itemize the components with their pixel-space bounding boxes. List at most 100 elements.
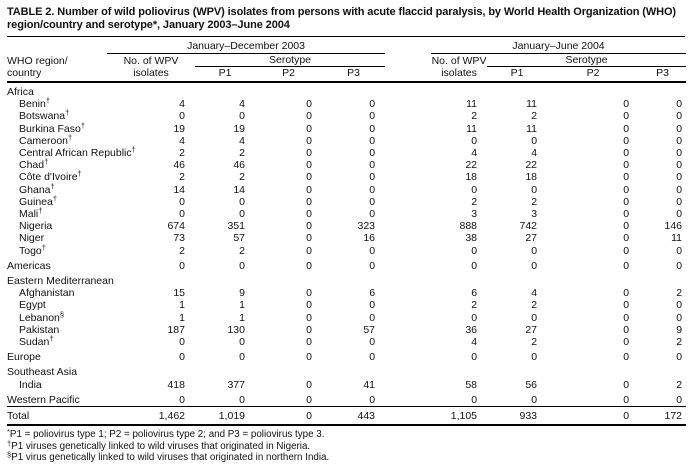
spacer-cell — [385, 39, 431, 54]
value-cell: 0 — [239, 195, 245, 208]
row-label: Côte d'Ivoire† — [19, 169, 82, 184]
value-cell: 0 — [676, 195, 683, 208]
spacer-cell — [385, 98, 431, 110]
value-cell: 0 — [239, 259, 245, 272]
wpv-isolates-table: January–December 2003 January–June 2004 … — [7, 39, 687, 427]
value-cell: 0 — [623, 393, 630, 406]
value-cell: 0 — [676, 393, 683, 406]
value-cell: 0 — [369, 336, 376, 349]
value-cell: 2 — [239, 244, 245, 257]
value-cell: 9 — [239, 287, 245, 300]
spacer-cell — [385, 147, 431, 159]
value-cell: 0 — [676, 147, 683, 160]
value-cell: 0 — [306, 323, 312, 336]
value-cell — [431, 272, 487, 287]
value-cell: 0 — [676, 311, 683, 324]
value-cell: 0 — [306, 183, 312, 196]
value-cell: 0 — [676, 183, 683, 196]
value-cell — [195, 363, 255, 378]
value-cell: 0 — [306, 393, 312, 406]
value-cell: 0 — [623, 259, 630, 272]
table-row: India 418 377 0 41 58 56 0 2 — [7, 379, 686, 391]
footnote-marker-ref: † — [52, 193, 58, 203]
spacer-cell — [385, 391, 431, 407]
value-cell: 0 — [369, 147, 376, 160]
value-cell: 0 — [531, 351, 538, 364]
value-cell — [107, 82, 195, 98]
value-cell: 57 — [233, 232, 245, 245]
spacer-cell — [385, 232, 431, 244]
spacer-cell — [385, 324, 431, 336]
value-cell — [195, 82, 255, 98]
value-cell: 0 — [239, 393, 245, 406]
group-2004-label: January–June 2004 — [431, 39, 687, 54]
value-cell: 0 — [676, 134, 683, 147]
no-wpv-2003-line1: No. of WPV — [123, 54, 179, 67]
value-cell: 4 — [239, 134, 245, 147]
value-cell — [322, 363, 385, 378]
value-cell: 0 — [369, 122, 376, 135]
footnote-marker-ref: † — [68, 132, 73, 142]
table-header: January–December 2003 January–June 2004 … — [7, 39, 687, 83]
value-cell: 6 — [471, 287, 478, 300]
value-cell: 0 — [623, 110, 630, 123]
value-cell: 41 — [363, 378, 376, 391]
value-cell: 14 — [233, 183, 245, 196]
table-row: Lebanon§ 1 1 0 0 0 0 0 0 — [7, 310, 686, 324]
value-cell: 46 — [233, 159, 245, 172]
value-cell: 6 — [369, 287, 376, 300]
table-row: Ghana† 14 14 0 0 0 0 0 0 — [7, 182, 686, 196]
footnote-text: P1 = poliovirus type 1; P2 = poliovirus … — [9, 429, 325, 441]
value-cell: 0 — [369, 259, 376, 272]
spacer-cell — [385, 184, 431, 196]
value-cell: 0 — [179, 393, 185, 406]
value-cell: 0 — [239, 336, 245, 349]
value-cell: 377 — [227, 378, 245, 391]
value-cell — [639, 82, 686, 98]
spacer-cell — [385, 363, 431, 378]
value-cell: 0 — [369, 171, 376, 184]
table-row: Southeast Asia — [7, 363, 686, 378]
table-body: Africa Benin† 4 4 0 0 11 11 0 0 Botswana… — [7, 82, 687, 427]
value-cell: 0 — [623, 336, 630, 349]
value-cell: 0 — [623, 351, 630, 364]
value-cell: 0 — [306, 147, 312, 160]
spacer-cell — [385, 287, 431, 299]
value-cell: 0 — [369, 244, 376, 257]
value-cell: 0 — [179, 195, 185, 208]
value-cell: 0 — [623, 244, 630, 257]
row-label: Sudan† — [19, 334, 54, 349]
value-cell: 2 — [531, 299, 538, 312]
row-label: Niger — [19, 232, 45, 245]
row-label: Botswana† — [19, 108, 70, 123]
group-2003-label: January–December 2003 — [107, 39, 386, 54]
value-cell: 4 — [179, 98, 185, 111]
table-row: Botswana† 0 0 0 0 2 2 0 0 — [7, 108, 686, 123]
table-row: Guinea† 0 0 0 0 2 2 0 0 — [7, 193, 686, 208]
value-cell — [195, 272, 255, 287]
table-row: Eastern Mediterranean — [7, 272, 686, 287]
footnote-marker: † — [7, 438, 12, 448]
subheader-row-1: WHO region/ No. of WPV Serotype No. of W… — [7, 53, 687, 67]
spacer-cell — [385, 312, 431, 324]
value-cell: 27 — [525, 323, 538, 336]
value-cell: 2 — [676, 378, 683, 391]
value-cell: 0 — [306, 351, 312, 364]
value-cell: 933 — [487, 406, 548, 427]
value-cell: 0 — [306, 259, 312, 272]
value-cell: 18 — [465, 171, 478, 184]
table-row: Central African Republic† 2 2 0 0 4 4 0 … — [7, 146, 686, 160]
value-cell: 1,019 — [195, 406, 255, 427]
table-row: Total 1,462 1,019 0 443 1,105 933 0 172 — [7, 406, 687, 427]
row-label: Guinea† — [19, 193, 58, 208]
value-cell: 0 — [623, 299, 630, 312]
row-label: Nigeria — [19, 220, 53, 233]
spacer-cell — [385, 196, 431, 208]
empty-cell — [7, 39, 107, 54]
value-cell: 0 — [623, 98, 630, 111]
value-cell: 0 — [369, 208, 376, 221]
footnote-marker: § — [7, 450, 12, 460]
value-cell: 1 — [239, 299, 245, 312]
value-cell: 0 — [623, 122, 630, 135]
